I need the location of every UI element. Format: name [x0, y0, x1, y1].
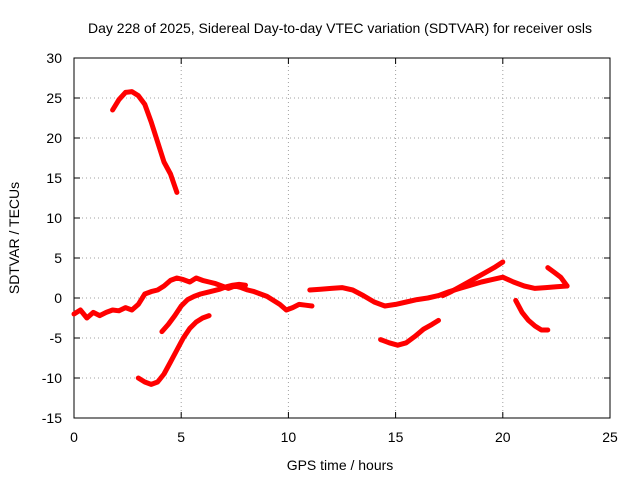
- grid: [74, 58, 610, 418]
- series-arc-ne-20: [440, 259, 506, 299]
- series-arc-main-a: [71, 275, 315, 321]
- chart-title: Day 228 of 2025, Sidereal Day-to-day VTE…: [88, 20, 592, 36]
- plot-frame: [73, 57, 611, 419]
- y-axis-label: SDTVAR / TECUs: [6, 182, 22, 294]
- y-tick-label: -15: [42, 410, 62, 426]
- series-arc-high: [110, 89, 180, 195]
- y-tick-label: 0: [54, 290, 62, 306]
- series-arc-end-22: [545, 265, 570, 289]
- ticks: 0 5 10 15 20 25 -15 -10 -5 0 5 10 15 20 25 30: [42, 50, 618, 445]
- y-tick-label: 20: [46, 130, 62, 146]
- x-tick-label: 20: [495, 429, 511, 445]
- x-tick-label: 10: [281, 429, 297, 445]
- series-arc-main-b: [307, 274, 570, 309]
- x-tick-label: 15: [388, 429, 404, 445]
- y-tick-label: 10: [46, 210, 62, 226]
- x-tick-label: 5: [177, 429, 185, 445]
- x-tick-label: 0: [70, 429, 78, 445]
- series-group: [71, 89, 570, 387]
- series-arc-rise-mid: [159, 281, 248, 335]
- y-tick-label: 5: [54, 250, 62, 266]
- x-axis-label: GPS time / hours: [287, 457, 394, 473]
- y-tick-label: 25: [46, 90, 62, 106]
- series-arc-drop-21: [513, 297, 551, 333]
- y-tick-label: -5: [50, 330, 63, 346]
- y-tick-label: -10: [42, 370, 62, 386]
- y-tick-label: 30: [46, 50, 62, 66]
- series-arc-dip-15: [378, 317, 441, 348]
- y-tick-label: 15: [46, 170, 62, 186]
- x-tick-label: 25: [602, 429, 618, 445]
- series-arc-low-rise: [135, 313, 212, 387]
